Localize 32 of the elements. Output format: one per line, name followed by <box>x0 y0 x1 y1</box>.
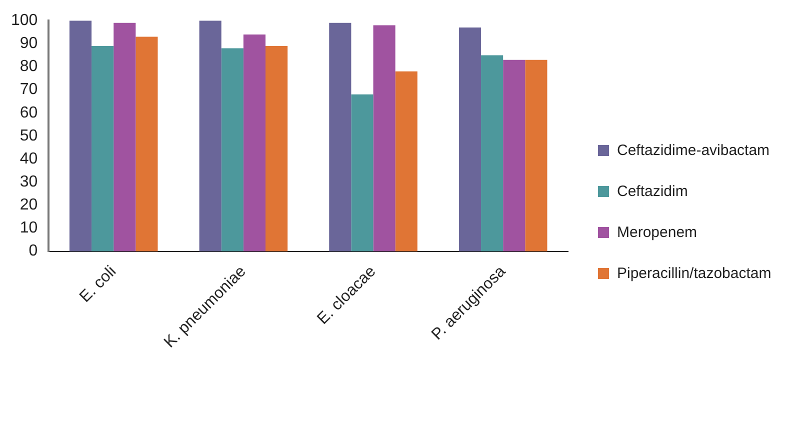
x-tick-label: E. coli <box>76 263 120 306</box>
legend-label: Piperacillin/tazobactam <box>617 264 772 282</box>
bar <box>525 60 548 252</box>
bar <box>458 28 482 252</box>
bar <box>329 22 352 252</box>
y-tick-label: 10 <box>20 220 38 237</box>
legend-label: Ceftazidime-avibactam <box>617 142 770 158</box>
bar <box>351 94 374 252</box>
bar <box>221 48 244 252</box>
bar <box>199 20 222 252</box>
y-tick-label: 100 <box>10 12 38 30</box>
y-tick-label: 60 <box>20 104 38 122</box>
y-tick-label: 20 <box>20 196 38 214</box>
legend-label: Ceftazidim <box>617 182 688 200</box>
y-tick-label: 40 <box>20 150 38 168</box>
bar <box>114 22 136 252</box>
bar <box>136 36 158 252</box>
bar <box>395 71 418 252</box>
bar <box>481 55 504 252</box>
legend-label: Meropenem <box>617 224 698 240</box>
bar <box>503 60 526 252</box>
y-tick-label: 0 <box>28 242 38 260</box>
bar <box>243 34 266 252</box>
y-tick-label: 50 <box>20 127 38 144</box>
y-tick-label: 30 <box>20 174 38 191</box>
y-tick-label: 70 <box>20 81 38 98</box>
bar <box>373 25 396 252</box>
bar <box>92 46 114 252</box>
bar <box>266 46 288 252</box>
y-tick-label: 80 <box>20 58 38 76</box>
bar <box>69 20 92 252</box>
y-tick-label: 90 <box>20 35 38 52</box>
